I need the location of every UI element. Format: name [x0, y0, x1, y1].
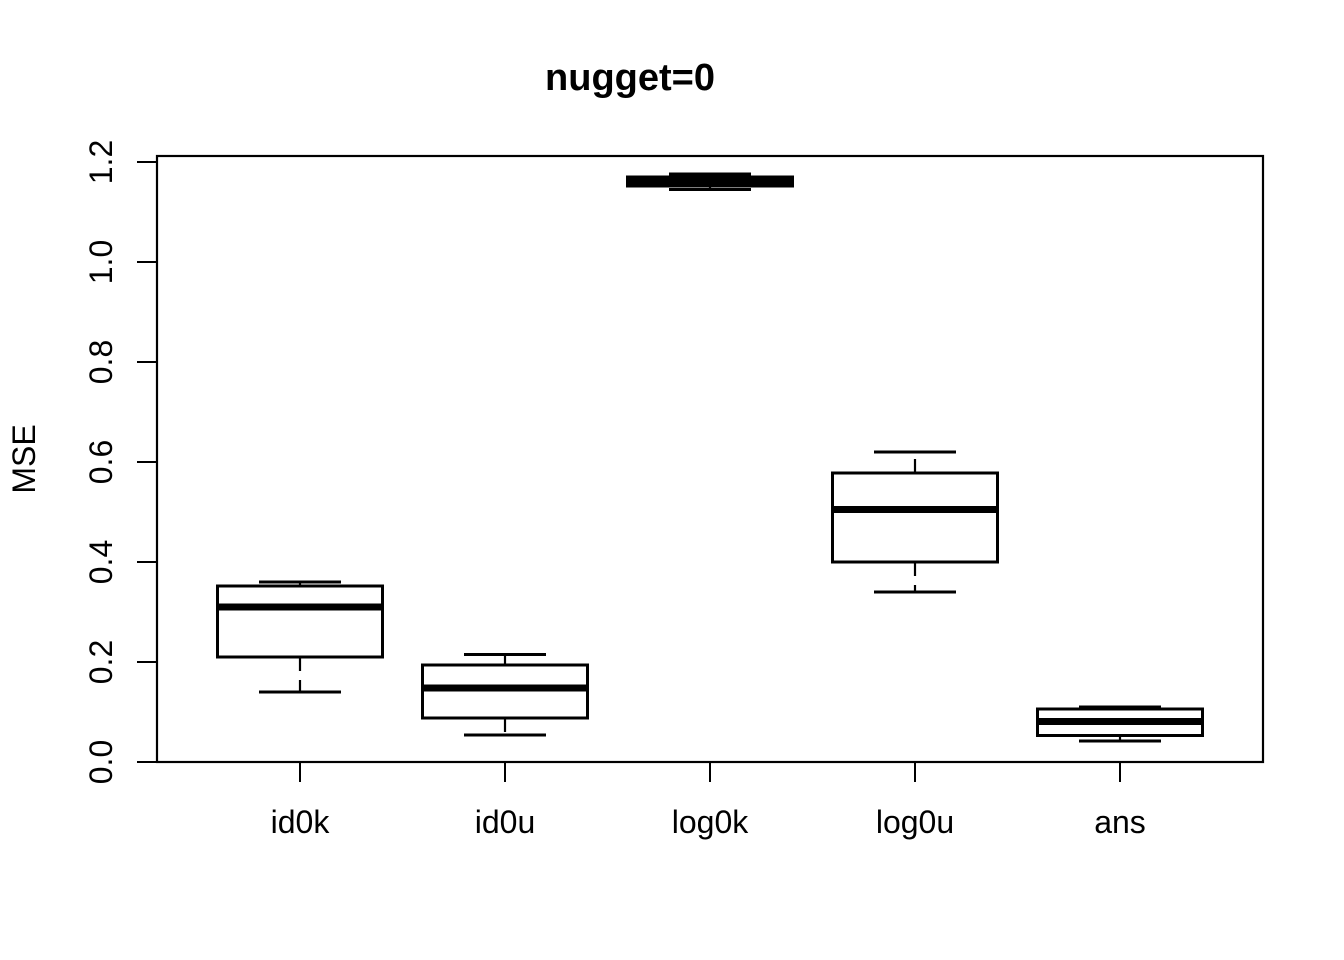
y-axis-tick-label: 1.2: [83, 140, 119, 184]
iqr-box-id0k: [216, 584, 384, 659]
x-category-label: log0k: [672, 804, 750, 840]
x-category-label: id0u: [475, 804, 536, 840]
y-axis-tick-label: 1.0: [83, 240, 119, 284]
plot-border: [155, 154, 1265, 764]
x-category-label: log0u: [876, 804, 954, 840]
y-axis-tick-label: 0.0: [83, 740, 119, 784]
x-category-label: id0k: [271, 804, 331, 840]
iqr-box-log0u: [831, 471, 999, 564]
y-axis-tick-label: 0.4: [83, 540, 119, 584]
y-axis-tick-label: 0.8: [83, 340, 119, 384]
y-axis-tick-label: 0.2: [83, 640, 119, 684]
y-axis-tick-label: 0.6: [83, 440, 119, 484]
chart-title: nugget=0: [545, 57, 715, 99]
x-category-label: ans: [1094, 804, 1146, 840]
